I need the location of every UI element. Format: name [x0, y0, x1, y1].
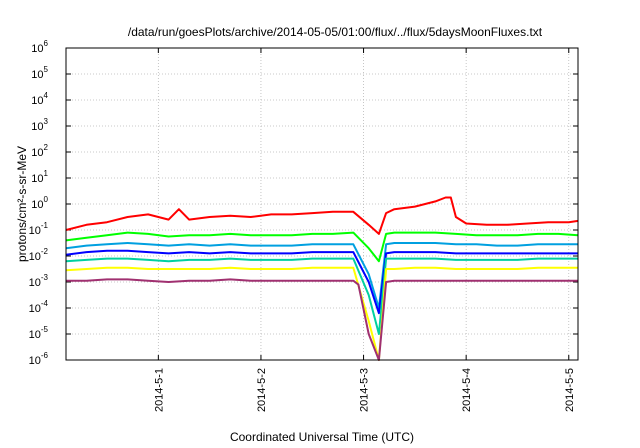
y-tick-exponent: 0	[44, 195, 49, 204]
series-line-1	[65, 196, 579, 235]
y-axis-label: protons/cm²-s-sr-MeV	[15, 146, 29, 262]
plot-area	[65, 196, 579, 361]
y-tick-base: 10	[31, 69, 43, 81]
series-line-2	[65, 231, 579, 263]
y-axis-label-text: protons/cm²-s-sr-MeV	[15, 146, 29, 262]
y-tick-exponent: -5	[41, 325, 49, 334]
y-tick-base: 10	[29, 251, 41, 263]
y-tick-exponent: 5	[44, 65, 49, 74]
y-tick-exponent: -2	[41, 247, 49, 256]
y-tick-exponent: -3	[41, 273, 49, 282]
y-tick-base: 10	[31, 199, 43, 211]
x-tick-label: 2014-5-2	[256, 368, 268, 412]
gridlines	[66, 48, 578, 360]
y-tick-exponent: 2	[44, 143, 49, 152]
y-tick-label: 101	[31, 169, 48, 185]
y-tick-exponent: 3	[44, 117, 49, 126]
y-tick-base: 10	[29, 303, 41, 315]
y-tick-base: 10	[29, 225, 41, 237]
y-tick-label: 105	[31, 65, 48, 81]
plot-frame	[65, 47, 579, 361]
y-tick-base: 10	[29, 355, 41, 367]
series-line-3	[65, 242, 578, 309]
y-tick-label: 10-1	[29, 221, 49, 237]
y-tick-base: 10	[31, 95, 43, 107]
y-tick-label: 100	[31, 195, 48, 211]
y-tick-base: 10	[29, 329, 41, 341]
y-tick-base: 10	[31, 173, 43, 185]
y-axis-ticks: 10-610-510-410-310-210-11001011021031041…	[29, 39, 578, 367]
x-tick-label: 2014-5-1	[153, 368, 165, 412]
y-tick-base: 10	[31, 121, 43, 133]
y-tick-label: 10-6	[29, 351, 49, 367]
y-tick-exponent: -6	[41, 351, 49, 360]
y-tick-exponent: -1	[41, 221, 49, 230]
y-tick-label: 10-4	[29, 299, 49, 315]
y-tick-label: 10-3	[29, 273, 49, 289]
x-tick-label: 2014-5-5	[564, 368, 576, 412]
y-tick-exponent: 4	[44, 91, 49, 100]
y-tick-base: 10	[31, 147, 43, 159]
chart-title: /data/run/goesPlots/archive/2014-05-05/0…	[128, 25, 543, 39]
y-tick-label: 106	[31, 39, 48, 55]
y-tick-exponent: 6	[44, 39, 49, 48]
y-tick-label: 103	[31, 117, 48, 133]
y-tick-base: 10	[29, 277, 41, 289]
y-tick-label: 102	[31, 143, 48, 159]
x-axis-ticks: 2014-5-1 2014-5-2 2014-5-3 2014-5-4 2014-5-5	[153, 48, 576, 412]
y-tick-label: 10-2	[29, 247, 49, 263]
y-tick-exponent: -4	[41, 299, 49, 308]
y-tick-label: 10-5	[29, 325, 49, 341]
y-tick-exponent: 1	[44, 169, 49, 178]
series-line-6	[65, 266, 578, 361]
series-line-5	[65, 257, 578, 335]
series-line-4	[65, 249, 578, 315]
series-line-7	[66, 278, 578, 361]
x-tick-label: 2014-5-4	[461, 368, 473, 412]
y-tick-base: 10	[31, 43, 43, 55]
x-tick-label: 2014-5-3	[359, 368, 371, 412]
y-tick-label: 104	[31, 91, 48, 107]
x-axis-label: Coordinated Universal Time (UTC)	[230, 430, 414, 444]
